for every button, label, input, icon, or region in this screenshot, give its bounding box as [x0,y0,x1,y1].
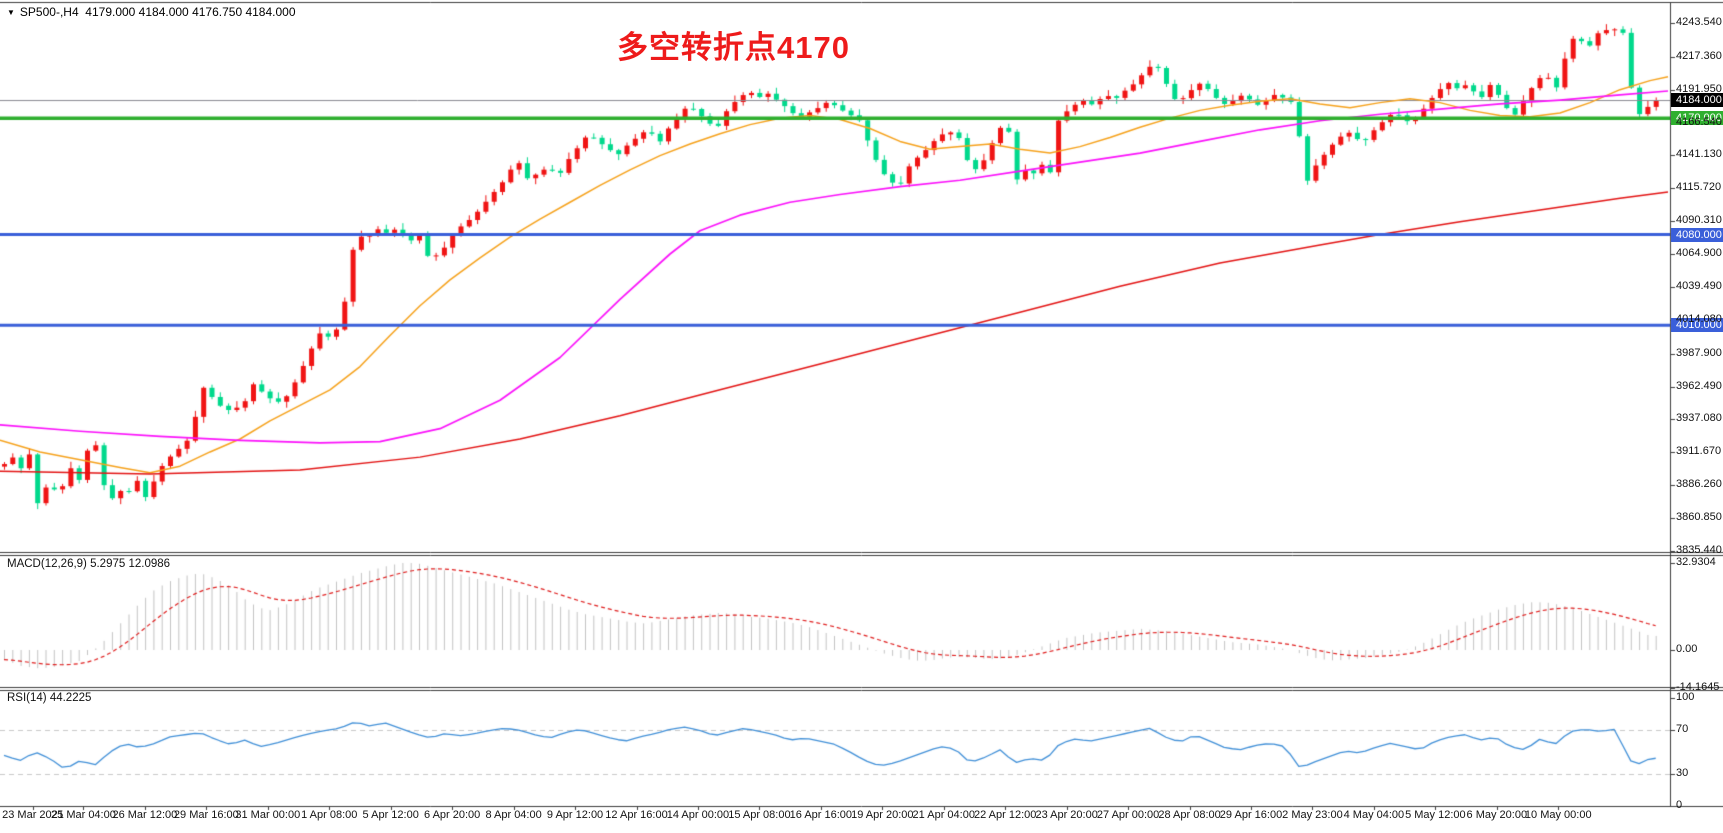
macd-tick-label: 32.9304 [1676,555,1716,568]
time-tick-label: 15 Apr 08:00 [728,809,791,821]
time-tick-label: 2 May 23:00 [1282,809,1343,821]
current-price-badge: 4184.000 [1671,93,1723,108]
time-tick-label: 5 May 12:00 [1405,809,1466,821]
price-tick-label: 4090.310 [1676,214,1722,227]
ohlc-values: 4179.000 4184.000 4176.750 4184.000 [85,5,296,19]
price-tick-label: 4014.080 [1676,312,1722,325]
price-tick-label: 3962.490 [1676,379,1722,392]
symbol-label: SP500-,H4 [19,5,79,19]
price-tick-label: 4141.130 [1676,148,1722,161]
price-tick-label: 4243.540 [1676,16,1722,28]
time-tick-label: 29 Apr 16:00 [1219,809,1283,821]
time-tick-label: 26 Mar 12:00 [112,809,178,821]
time-tick-label: 29 Mar 16:00 [173,809,239,821]
time-tick-label: 12 Apr 16:00 [605,809,668,821]
time-tick-label: 31 Mar 00:00 [235,809,301,821]
price-tick-label: 3987.900 [1676,346,1722,359]
time-tick-label: 1 Apr 08:00 [301,809,358,821]
time-tick-label: 16 Apr 16:00 [789,809,853,821]
annotation-title: 多空转折点4170 [617,30,850,65]
price-tick-label: 3860.850 [1676,511,1722,524]
rsi-tick-label: 30 [1676,766,1689,779]
time-tick-label: 8 Apr 04:00 [485,809,542,821]
time-tick-label: 10 May 00:00 [1524,809,1592,821]
rsi-tick-label: 100 [1676,691,1695,703]
macd-label: MACD(12,26,9) 5.2975 12.0986 [7,558,171,570]
rsi-tick-label: 70 [1676,723,1689,736]
time-tick-label: 4 May 04:00 [1343,809,1405,821]
price-tick-label: 3886.260 [1676,478,1722,491]
time-tick-label: 5 Apr 12:00 [362,809,419,821]
collapse-triangle-icon[interactable]: ▼ [7,8,15,17]
hline-badge-4010: 4010.000 [1671,318,1723,333]
time-tick-label: 19 Apr 20:00 [851,809,914,821]
price-tick-label: 4115.720 [1676,181,1722,194]
time-tick-label: 25 Mar 04:00 [51,809,116,821]
price-tick-label: 4217.360 [1676,49,1722,62]
time-tick-label: 27 Apr 00:00 [1096,809,1160,821]
time-tick-label: 6 Apr 20:00 [424,809,481,821]
time-tick-label: 21 Apr 04:00 [912,809,975,821]
time-tick-label: 22 Apr 12:00 [973,809,1037,821]
hline-badge-4170: 4170.000 [1671,111,1723,126]
macd-tick-label: 0.00 [1676,643,1698,655]
price-tick-label: 4039.490 [1676,280,1722,292]
time-tick-label: 28 Apr 08:00 [1158,809,1221,821]
price-tick-label: 4166.540 [1676,115,1722,128]
symbol-ohlc-line: ▼ SP500-,H4 4179.000 4184.000 4176.750 41… [7,5,296,19]
time-tick-label: 23 Mar 2021 [2,809,64,821]
time-tick-label: 6 May 20:00 [1466,809,1528,821]
macd-tick-label: -14.1645 [1676,680,1720,693]
time-tick-label: 9 Apr 12:00 [546,809,604,821]
time-tick-label: 23 Apr 20:00 [1035,809,1098,821]
price-tick-label: 4191.950 [1676,82,1722,95]
price-tick-label: 3937.080 [1676,412,1722,425]
hline-badge-4080: 4080.000 [1671,227,1723,242]
price-tick-label: 3835.440 [1676,544,1722,556]
time-tick-label: 14 Apr 00:00 [666,809,730,821]
rsi-label: RSI(14) 44.2225 [7,692,92,704]
price-tick-label: 3911.670 [1676,445,1722,458]
rsi-tick-label: 0 [1676,799,1683,811]
price-tick-label: 4064.900 [1676,247,1722,260]
